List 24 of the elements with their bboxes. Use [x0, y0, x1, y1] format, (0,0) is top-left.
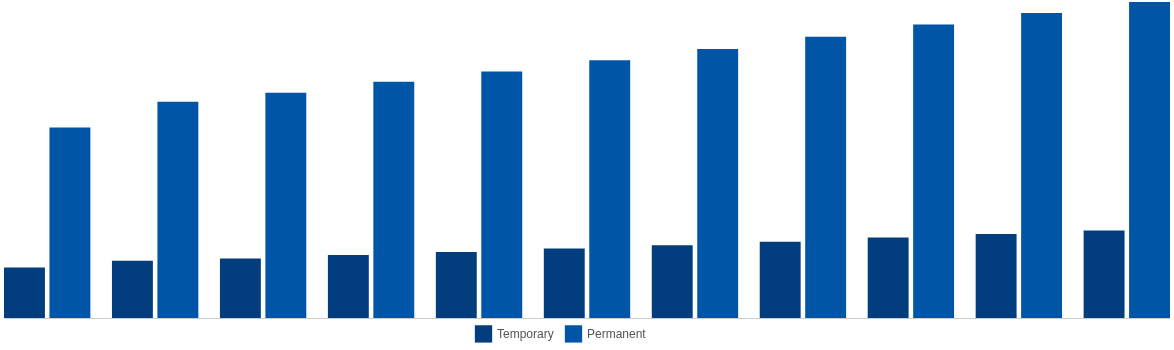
bar — [867, 237, 909, 318]
legend-label: Temporary — [497, 326, 554, 341]
bar — [759, 241, 801, 318]
bar — [589, 60, 631, 318]
bar — [1021, 13, 1063, 318]
bar — [327, 255, 369, 318]
bar — [1083, 230, 1125, 318]
bar — [219, 258, 261, 318]
bar — [157, 101, 199, 318]
bar — [111, 260, 153, 318]
bar — [4, 267, 45, 318]
bar — [373, 81, 415, 318]
bar — [913, 24, 955, 318]
bar — [543, 248, 585, 318]
bar — [1129, 2, 1170, 318]
bar — [697, 49, 739, 318]
bar — [651, 245, 693, 318]
legend-label: Permanent — [587, 326, 647, 341]
bar — [481, 71, 523, 318]
bar — [805, 36, 847, 318]
bar — [265, 92, 307, 318]
bar — [435, 251, 477, 318]
bar — [49, 127, 91, 318]
bar — [975, 233, 1017, 318]
